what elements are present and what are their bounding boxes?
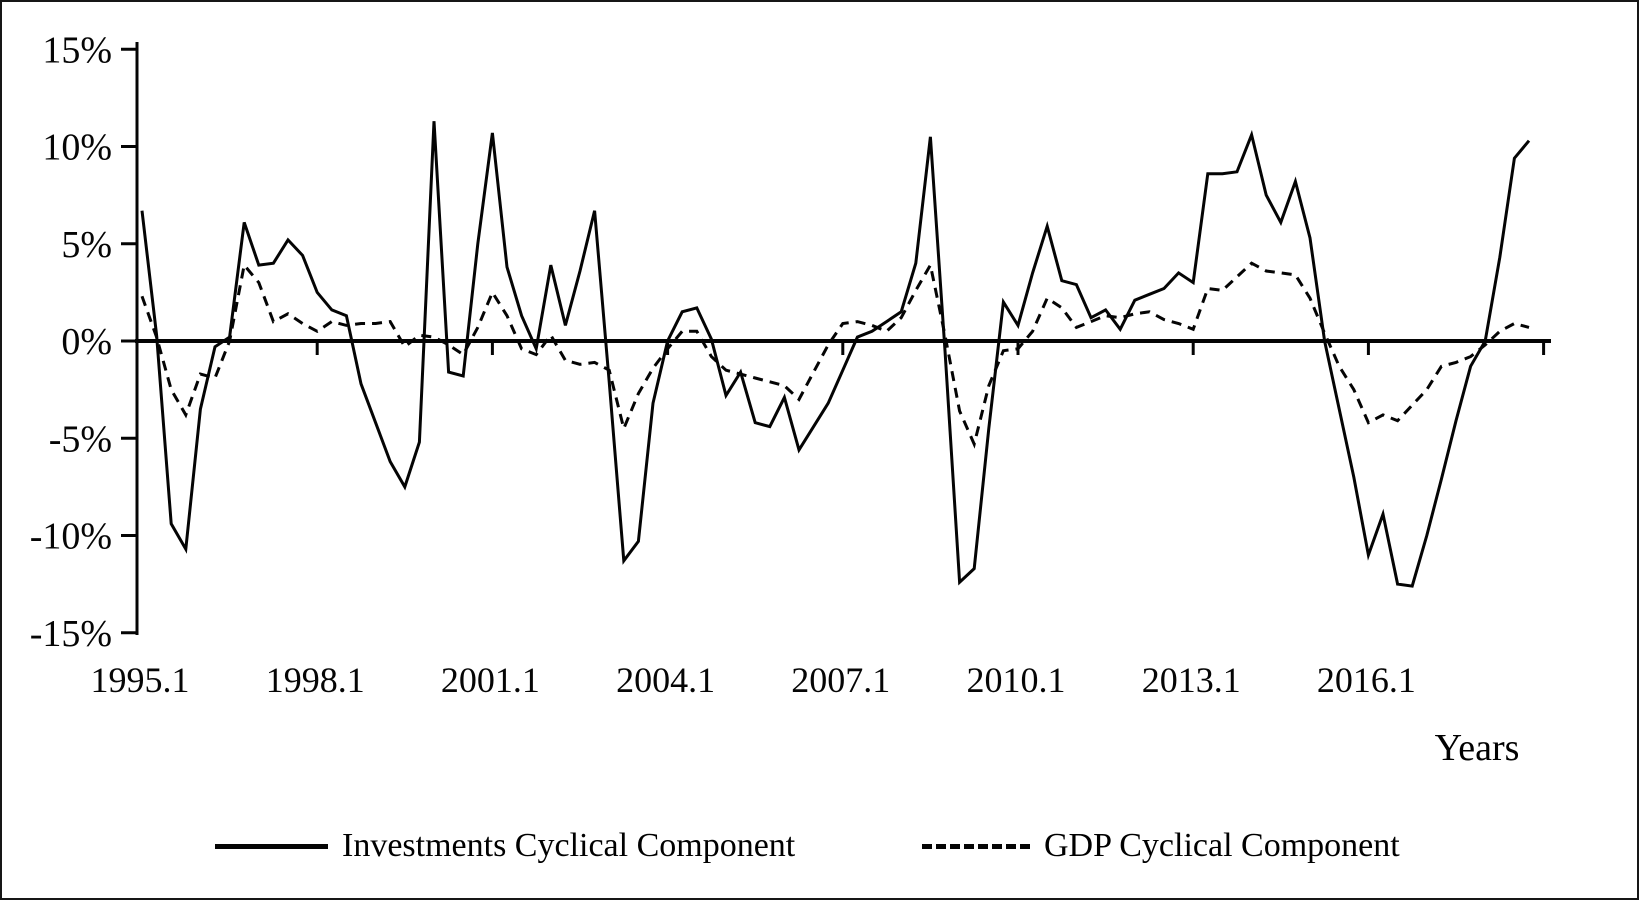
x-tick-label: 2004.1 [616,660,715,700]
legend-item-gdp: GDP Cyclical Component [922,824,1400,868]
y-tick-label: -10% [30,516,112,558]
y-tick-label: 15% [42,29,112,71]
legend-label-investments: Investments Cyclical Component [342,827,796,864]
x-tick-label: 2010.1 [967,660,1066,700]
x-tick-label: 1998.1 [266,660,365,700]
x-axis-title: Years [1434,727,1520,769]
x-tick-label: 1995.1 [91,660,190,700]
legend-solid-line-swatch [215,843,328,849]
y-tick-label: -15% [30,613,112,655]
y-tick-label: -5% [49,418,112,460]
x-tick-label: 2001.1 [441,660,540,700]
legend-label-gdp: GDP Cyclical Component [1044,827,1400,864]
legend-dashed-line-swatch [922,843,1030,849]
legend-item-investments: Investments Cyclical Component [215,824,795,868]
y-tick-label: 5% [61,224,112,266]
x-tick-label: 2007.1 [791,660,890,700]
x-tick-label: 2016.1 [1317,660,1416,700]
y-tick-label: 10% [42,127,112,169]
x-tick-label: 2013.1 [1142,660,1241,700]
y-tick-label: 0% [61,321,112,363]
series-line-gdp [140,260,1530,449]
series-line-investments [140,121,1531,588]
